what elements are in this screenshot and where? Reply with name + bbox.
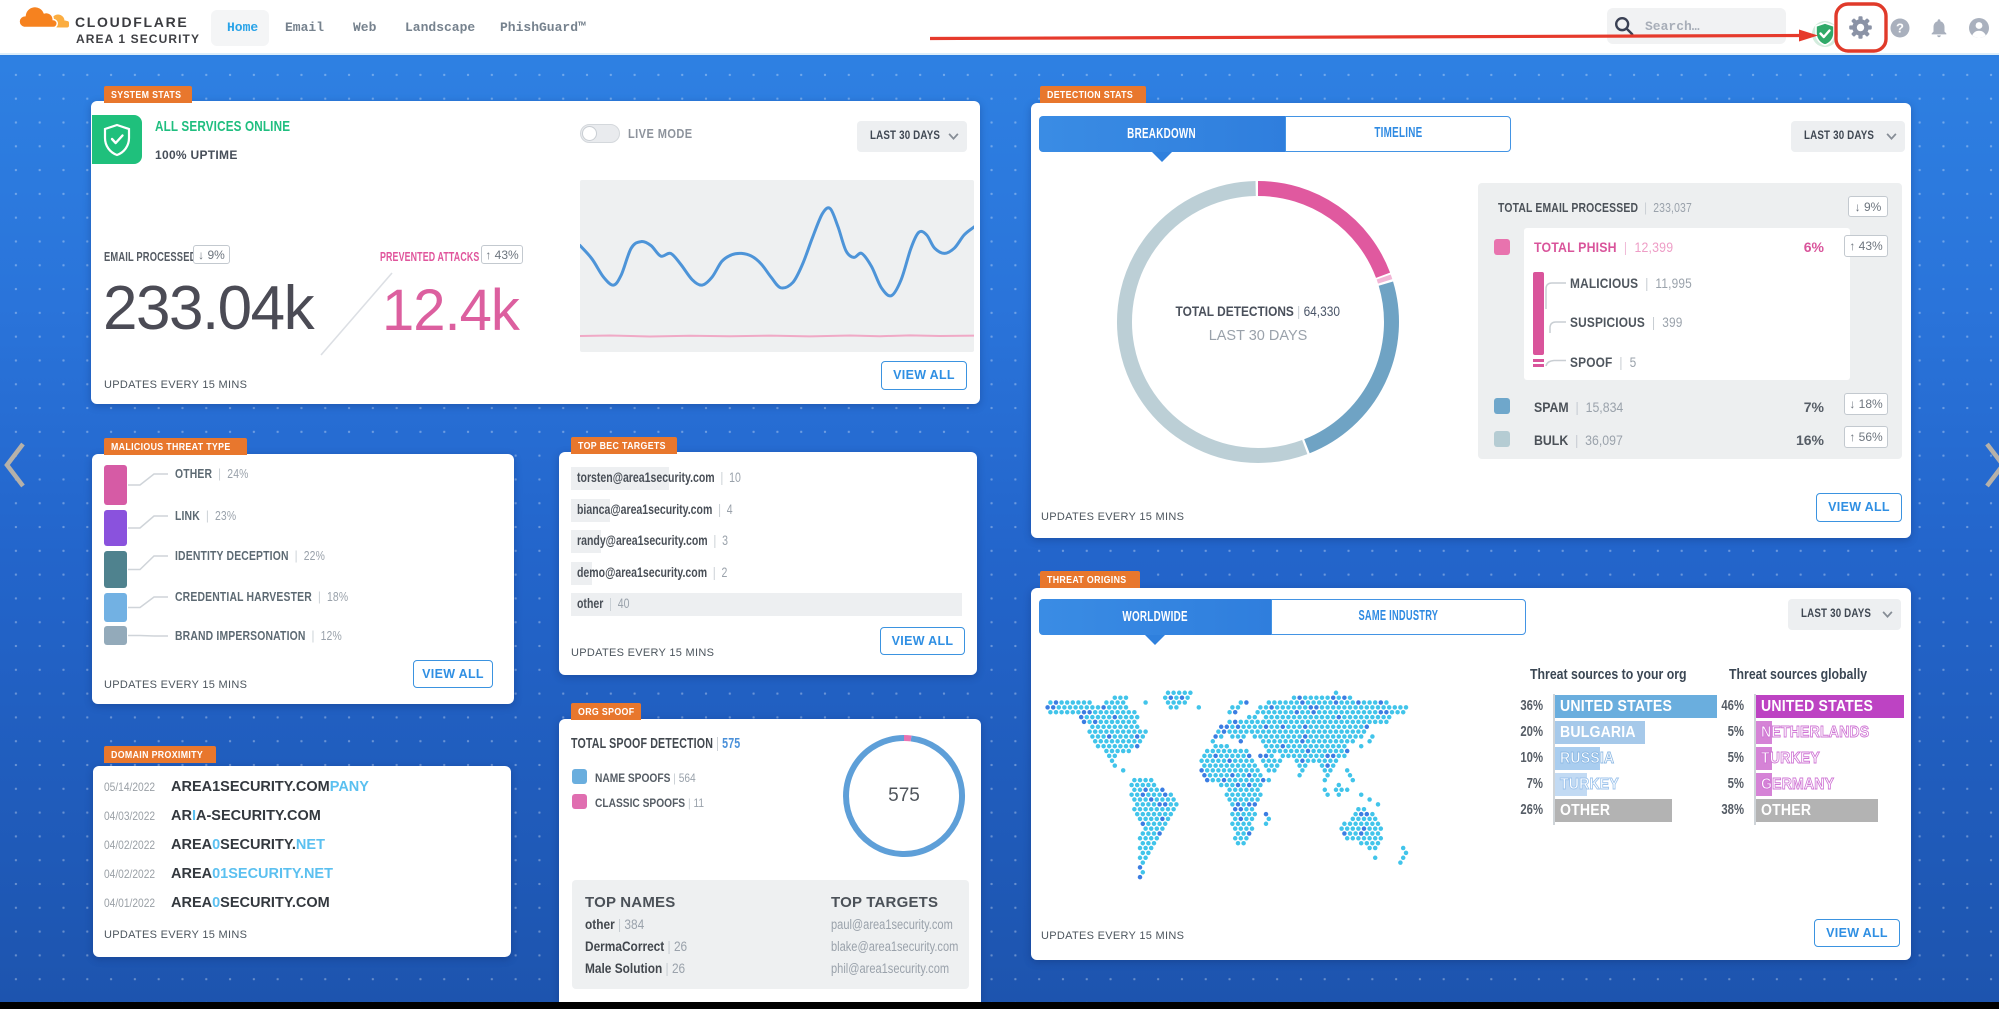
- svg-text:?: ?: [1896, 21, 1904, 36]
